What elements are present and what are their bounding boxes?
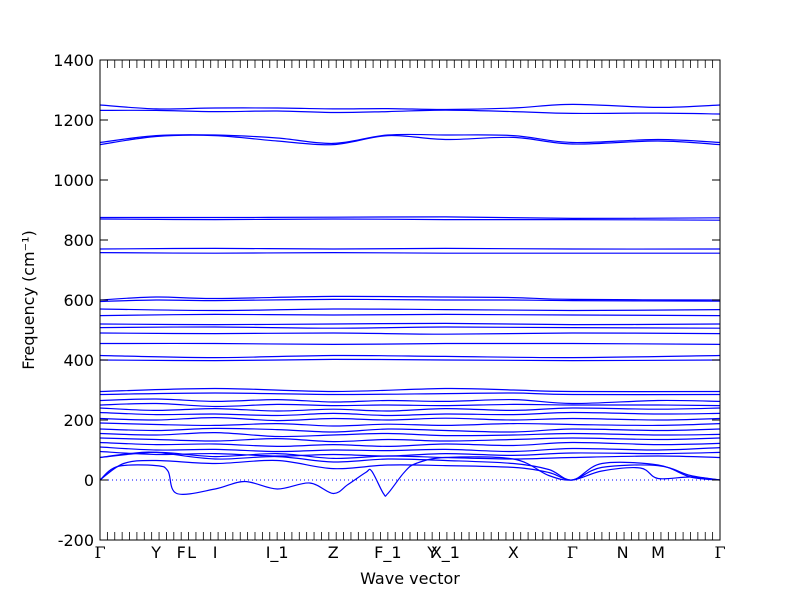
- dispersion-branch-9: [99, 295, 721, 301]
- x-tick-label-8: F_1: [374, 543, 401, 563]
- y-tick-label: 400: [63, 351, 94, 370]
- dispersion-branch-4: [99, 134, 721, 146]
- dispersion-branch-26: [99, 422, 721, 427]
- dispersion-branch-18: [99, 358, 721, 362]
- dispersion-branch-13: [99, 322, 721, 326]
- x-tick-label-5: I: [213, 543, 218, 562]
- dispersion-branch-11: [99, 308, 721, 312]
- dispersion-branch-20: [99, 392, 721, 396]
- x-tick-label-1: Γ: [94, 543, 105, 562]
- dispersion-branch-15: [99, 332, 721, 335]
- dispersion-branch-27: [99, 427, 721, 433]
- y-axis-label: Frequency (cm⁻¹): [19, 230, 38, 369]
- dispersion-branch-7: [99, 247, 721, 250]
- y-tick-label: -200: [58, 531, 94, 550]
- dispersion-branch-5: [99, 216, 721, 220]
- y-tick-label: 0: [84, 471, 94, 490]
- dispersion-branch-31: [99, 446, 721, 453]
- y-tick-label: 800: [63, 231, 94, 250]
- dispersion-branch-21: [99, 398, 721, 405]
- dispersion-branch-16: [99, 342, 721, 346]
- dispersion-branch-12: [99, 313, 721, 317]
- dispersion-branch-28: [99, 431, 721, 438]
- x-axis: Γ Y F L I I_1 Z F_1 YX_1 X Γ N M Γ: [94, 60, 726, 563]
- plot-area: [99, 103, 721, 497]
- dispersion-branch-30: [99, 441, 721, 448]
- y-tick-label: 1000: [53, 171, 94, 190]
- x-tick-label-6: I_1: [266, 543, 289, 563]
- y-tick-label: 1200: [53, 111, 94, 130]
- dispersion-branch-14: [99, 326, 721, 329]
- y-tick-label: 600: [63, 291, 94, 310]
- dispersion-branch-33: [99, 451, 721, 460]
- x-tick-label-12: Γ: [567, 543, 578, 562]
- dispersion-branch-8: [99, 251, 720, 254]
- x-tick-label-9: Y: [426, 543, 437, 562]
- dispersion-branch-22: [99, 402, 721, 408]
- x-tick-label-10: X_1: [431, 543, 460, 563]
- x-tick-label-14: M: [651, 543, 665, 562]
- x-tick-label-2: Y: [150, 543, 161, 562]
- dispersion-branch-24: [99, 411, 721, 417]
- dispersion-branch-29: [99, 437, 721, 443]
- dispersion-branch-10: [99, 298, 721, 303]
- x-tick-label-3: F: [177, 543, 186, 562]
- y-tick-label: 200: [63, 411, 94, 430]
- dispersion-branch-19: [99, 387, 721, 393]
- dispersion-branch-2: [99, 109, 721, 115]
- y-axis: -200 0 200 400 600 800 1000 1200 1400: [53, 51, 720, 550]
- plot-frame: [99, 59, 721, 541]
- y-tick-label: 1400: [53, 51, 94, 70]
- dispersion-branch-25: [99, 416, 721, 422]
- x-tick-label-15: Γ: [714, 543, 725, 562]
- dispersion-branch-23: [99, 407, 721, 412]
- dispersion-branch-1: [99, 103, 721, 111]
- x-tick-label-13: N: [617, 543, 629, 562]
- x-tick-label-7: Z: [328, 543, 339, 562]
- dispersion-branch-17: [99, 354, 721, 359]
- x-axis-label: Wave vector: [360, 569, 460, 588]
- dispersion-branch-6: [99, 218, 721, 221]
- dispersion-branch-34: [99, 451, 721, 481]
- dispersion-branch-35: [99, 459, 721, 481]
- dispersion-branch-36: [99, 456, 721, 497]
- x-tick-label-4: L: [187, 543, 196, 562]
- x-tick-label-11: X: [508, 543, 519, 562]
